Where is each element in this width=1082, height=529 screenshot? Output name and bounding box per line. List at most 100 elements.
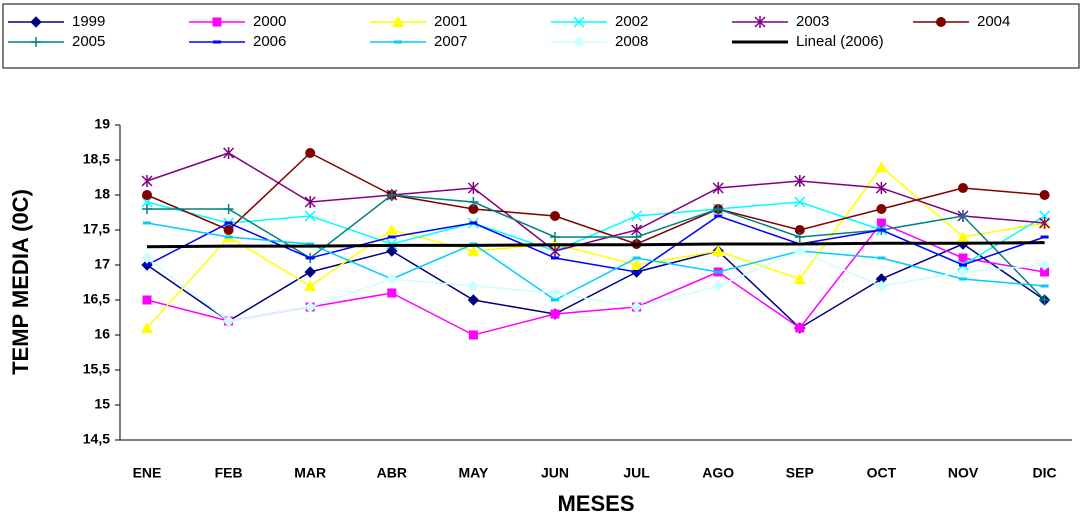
y-axis-title: TEMP MEDIA (0C)	[8, 189, 33, 375]
y-tick-label: 16	[94, 326, 110, 342]
x-tick-label: MAR	[294, 465, 326, 481]
data-point	[875, 280, 888, 292]
data-point	[467, 294, 480, 306]
data-point	[958, 253, 968, 263]
series-line	[146, 241, 1045, 249]
data-point	[876, 204, 887, 214]
data-point	[305, 148, 316, 158]
legend-box	[2, 3, 1080, 69]
data-point	[794, 225, 805, 235]
data-point	[1038, 259, 1051, 271]
legend-marker	[573, 16, 585, 28]
data-point	[877, 228, 886, 232]
data-point	[793, 273, 806, 284]
y-tick-label: 15	[94, 396, 110, 412]
data-point	[223, 204, 234, 214]
data-point	[712, 280, 724, 292]
data-point	[1039, 190, 1050, 200]
legend-label: 2003	[796, 13, 829, 30]
data-point	[794, 232, 805, 242]
data-point	[387, 288, 397, 298]
x-tick-label: MAY	[458, 465, 488, 481]
data-point	[1040, 267, 1050, 277]
data-point	[304, 266, 316, 278]
series-line	[146, 165, 1045, 329]
data-point	[875, 161, 888, 172]
data-point	[957, 231, 969, 242]
y-tick-label: 14,5	[83, 431, 110, 447]
data-point	[1040, 235, 1049, 239]
data-point	[1040, 284, 1049, 288]
data-point	[551, 256, 559, 260]
legend-marker	[30, 16, 42, 28]
data-point	[141, 322, 153, 333]
data-point	[306, 242, 315, 246]
series-line	[147, 194, 1046, 301]
data-point	[712, 245, 725, 256]
x-tick-label: SEP	[786, 465, 814, 481]
data-point	[306, 256, 315, 260]
data-point	[632, 256, 641, 260]
data-point	[630, 259, 643, 270]
legend-marker	[392, 16, 404, 27]
data-point	[468, 204, 479, 214]
legend-label: 2001	[434, 13, 467, 30]
series-line	[146, 152, 1045, 245]
data-point	[1039, 295, 1050, 305]
data-point	[467, 280, 480, 292]
data-point	[794, 245, 806, 257]
x-tick-label: JUL	[623, 465, 650, 481]
data-point	[142, 295, 152, 305]
data-point	[713, 204, 724, 214]
series-line	[146, 222, 1045, 301]
data-point	[468, 197, 479, 207]
y-tick-label: 16,5	[83, 291, 110, 307]
legend-marker	[31, 37, 41, 47]
legend-label: Lineal (2006)	[796, 33, 884, 50]
data-point	[142, 190, 152, 200]
data-point	[469, 221, 478, 225]
data-point	[794, 175, 806, 187]
x-tick-label: ABR	[377, 465, 407, 481]
data-point	[387, 235, 396, 239]
data-point	[876, 218, 886, 228]
data-point	[875, 182, 887, 194]
data-point	[550, 232, 560, 242]
x-axis-title: MESES	[557, 491, 634, 516]
series-line	[146, 215, 1045, 273]
x-tick-label: ENE	[133, 465, 162, 481]
data-point	[223, 147, 235, 159]
x-tick-label: NOV	[948, 465, 979, 481]
data-point	[143, 263, 151, 267]
data-point	[630, 301, 643, 313]
data-point	[386, 273, 398, 285]
data-point	[304, 196, 316, 208]
data-point	[304, 210, 316, 222]
data-point	[224, 221, 233, 225]
series-line	[146, 250, 1045, 322]
data-point	[794, 196, 806, 208]
data-point	[468, 330, 478, 340]
data-point	[795, 323, 805, 333]
data-point	[304, 280, 317, 291]
data-point	[386, 190, 397, 200]
data-point	[142, 204, 152, 214]
data-point	[551, 298, 559, 302]
x-tick-label: DIC	[1033, 465, 1057, 481]
data-point	[141, 175, 153, 187]
y-tick-label: 19	[94, 116, 110, 132]
data-point	[714, 270, 723, 274]
legend-label: 2006	[253, 33, 286, 50]
data-point	[304, 301, 316, 313]
y-tick-label: 18,5	[83, 151, 110, 167]
legend-marker	[212, 17, 222, 27]
data-point	[141, 252, 153, 264]
data-point	[386, 245, 398, 257]
data-point	[550, 309, 560, 319]
series-line	[146, 201, 1045, 266]
data-point	[631, 232, 642, 242]
y-tick-label: 15,5	[83, 361, 110, 377]
data-point	[222, 315, 235, 327]
legend-label: 1999	[72, 13, 105, 30]
